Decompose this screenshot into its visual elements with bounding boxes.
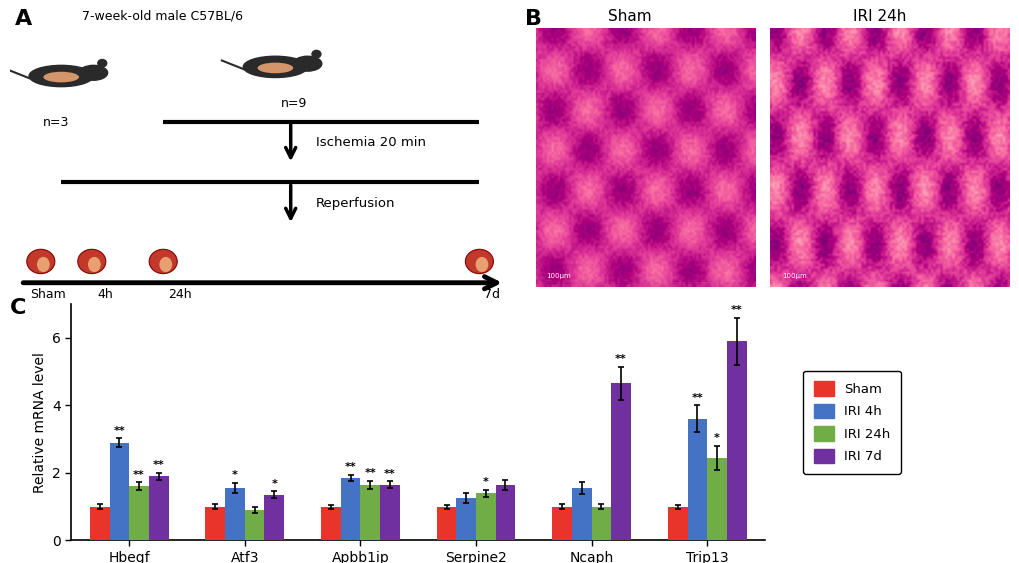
- Y-axis label: Relative mRNA level: Relative mRNA level: [33, 352, 47, 493]
- Text: **: **: [113, 426, 125, 436]
- Text: IRI 24h: IRI 24h: [853, 9, 906, 24]
- Bar: [380, 485, 399, 540]
- Bar: [551, 507, 572, 540]
- Text: 4h: 4h: [97, 288, 112, 301]
- Bar: [225, 488, 245, 540]
- Text: *: *: [271, 479, 277, 489]
- Bar: [706, 458, 727, 540]
- Bar: [205, 507, 225, 540]
- Ellipse shape: [257, 62, 293, 73]
- Ellipse shape: [77, 249, 106, 274]
- Text: Sham: Sham: [31, 288, 66, 301]
- Bar: [687, 419, 706, 540]
- Ellipse shape: [44, 72, 79, 82]
- Text: **: **: [344, 462, 356, 472]
- Text: A: A: [15, 9, 33, 29]
- Ellipse shape: [244, 56, 308, 78]
- Text: 7-week-old male C57BL/6: 7-week-old male C57BL/6: [82, 9, 243, 22]
- Text: 100μm: 100μm: [546, 274, 571, 279]
- Text: 24h: 24h: [168, 288, 192, 301]
- Ellipse shape: [465, 249, 493, 274]
- Ellipse shape: [30, 65, 94, 87]
- Text: **: **: [730, 305, 742, 315]
- Bar: [245, 510, 264, 540]
- Ellipse shape: [149, 249, 177, 274]
- Bar: [321, 507, 340, 540]
- Text: *: *: [713, 433, 719, 443]
- Text: **: **: [614, 354, 627, 364]
- Bar: [727, 341, 746, 540]
- Text: 100μm: 100μm: [782, 274, 806, 279]
- Text: **: **: [153, 460, 164, 470]
- Bar: [109, 443, 129, 540]
- Ellipse shape: [37, 257, 50, 272]
- Text: Ischemia 20 min: Ischemia 20 min: [316, 136, 426, 149]
- Text: **: **: [691, 392, 702, 403]
- Bar: [667, 507, 687, 540]
- Text: *: *: [482, 477, 488, 487]
- Bar: [436, 507, 455, 540]
- Bar: [360, 485, 380, 540]
- Ellipse shape: [293, 56, 322, 71]
- Bar: [610, 383, 631, 540]
- Ellipse shape: [88, 257, 101, 272]
- Bar: [340, 478, 360, 540]
- Ellipse shape: [159, 257, 172, 272]
- Bar: [572, 488, 591, 540]
- Text: C: C: [10, 298, 26, 319]
- Bar: [495, 485, 515, 540]
- Bar: [149, 476, 168, 540]
- Text: n=9: n=9: [280, 97, 307, 110]
- Text: *: *: [231, 470, 237, 480]
- Text: **: **: [364, 468, 376, 478]
- Bar: [455, 498, 476, 540]
- Text: Sham: Sham: [607, 9, 651, 24]
- Text: 7d: 7d: [484, 288, 500, 301]
- Bar: [591, 507, 610, 540]
- Text: B: B: [525, 9, 542, 29]
- Ellipse shape: [98, 60, 107, 67]
- Bar: [476, 493, 495, 540]
- Text: **: **: [383, 468, 395, 479]
- Text: **: **: [133, 470, 145, 480]
- Bar: [129, 486, 149, 540]
- Ellipse shape: [475, 257, 488, 272]
- Ellipse shape: [312, 51, 321, 58]
- Legend: Sham, IRI 4h, IRI 24h, IRI 7d: Sham, IRI 4h, IRI 24h, IRI 7d: [802, 370, 900, 474]
- Text: Reperfusion: Reperfusion: [316, 197, 395, 210]
- Bar: [90, 507, 109, 540]
- Text: n=3: n=3: [43, 115, 69, 128]
- Ellipse shape: [79, 65, 108, 81]
- Ellipse shape: [26, 249, 55, 274]
- Bar: [264, 495, 284, 540]
